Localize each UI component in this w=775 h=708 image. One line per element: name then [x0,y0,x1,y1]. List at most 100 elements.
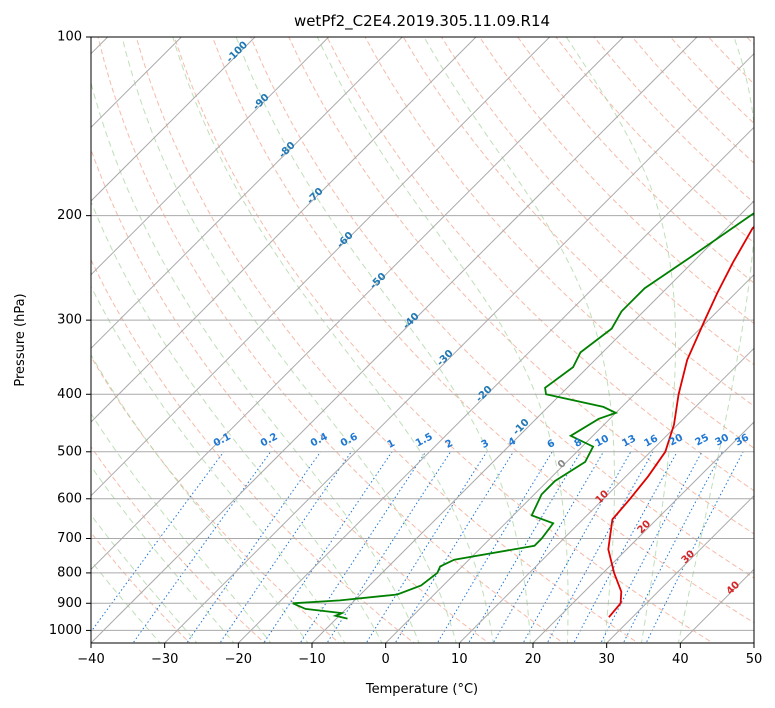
mixing-ratio-label: 16 [643,433,660,449]
dry-adiabat [364,37,754,449]
dry-adiabat-label: -60 [335,230,356,251]
mixing-ratio-label: 0.4 [309,431,330,449]
mixing-ratio-line [186,451,322,643]
mixing-ratio-line [326,451,452,643]
moist-adiabat [91,80,420,643]
dry-adiabat [517,37,754,284]
isotherm-gridline [458,347,754,643]
y-axis: 100 200 300 400 500 600 700 800 900 1000 [49,30,91,638]
y-axis-label: Pressure (hPa) [13,293,28,386]
dry-adiabat [91,355,340,643]
isotherm-gridline [311,200,754,643]
x-tick-label: 40 [672,652,689,667]
dewpoint-line [292,212,754,620]
x-tick-label: 20 [525,652,542,667]
mixing-ratio-line [365,451,488,643]
dry-adiabat-label: -100 [225,40,251,66]
dry-adiabat [288,37,754,535]
x-tick-label: 30 [598,652,615,667]
isotherm-gridline [606,494,754,643]
x-tick-label: −30 [151,652,178,667]
dry-adiabat [135,37,639,643]
moist-adiabat [91,514,198,643]
chart-title: wetPf2_C2E4.2019.305.11.09.R14 [294,12,550,31]
dry-adiabat-label: -30 [435,348,456,369]
line-labels: -100-90-80-70-60-50-40-30-20-10010203040… [212,40,751,598]
isotherm-gridline [91,37,330,276]
dry-adiabat-label: 40 [725,580,743,598]
moist-adiabat [423,37,615,643]
moist-adiabat [91,465,235,643]
x-axis-label: Temperature (°C) [365,682,478,697]
temperature-line [607,225,754,618]
moist-adiabat [91,200,383,643]
isotherm-gridline [91,37,698,643]
dry-adiabat [91,148,490,643]
mixing-ratio-label: 10 [594,433,611,449]
dry-adiabat-label: -40 [401,311,422,332]
mixing-ratio-label: 30 [714,432,731,448]
mixing-ratio-line [91,451,225,633]
gridlines [91,37,754,643]
y-tick-label: 500 [57,444,82,459]
isotherm-gridline [164,52,754,643]
dry-adiabat-label: -90 [251,92,272,113]
mixing-ratio-label: 36 [734,432,751,448]
isotherm-gridline [532,421,754,643]
isotherm-gridline [679,568,754,643]
dry-adiabat-label: -80 [277,140,298,161]
mixing-ratio-label: 3 [480,438,491,451]
dry-adiabat [479,37,754,325]
mixing-ratio-label: 8 [573,437,584,450]
x-tick-label: 10 [451,652,468,667]
x-tick-label: −40 [77,652,104,667]
x-tick-label: 0 [382,652,390,667]
y-tick-label: 300 [57,313,82,328]
mixing-ratio-label: 4 [507,436,518,449]
moist-adiabat [172,37,494,643]
mixing-ratio-label: 1 [386,438,397,451]
y-tick-label: 400 [57,387,82,402]
isotherm-gridline [237,126,754,643]
mixing-ratio-line [573,451,678,643]
dry-adiabat-label: 30 [680,549,698,567]
dry-adiabat-label: -20 [474,384,495,405]
dry-adiabat [173,37,714,643]
isotherm-gridline [91,37,551,497]
x-tick-label: 50 [746,652,763,667]
mixing-ratio-label: 25 [694,432,711,448]
dry-adiabat [555,37,754,244]
isotherm-gridline [91,37,403,350]
data-series [292,212,754,620]
mixing-ratio-label: 2 [444,438,455,451]
mixing-ratio-label: 0.2 [259,431,280,449]
mixing-ratio-line [299,451,427,643]
mixing-ratio-line [219,451,352,643]
y-tick-label: 900 [57,596,82,611]
mixing-ratio-line [645,451,744,643]
mixing-ratio-label: 6 [546,438,557,451]
dry-adiabat-label: 0 [556,458,569,471]
y-tick-label: 700 [57,531,82,546]
isotherm-gridline [91,37,477,423]
background-lines [91,37,754,643]
y-tick-label: 200 [57,208,82,223]
dry-adiabat [708,37,754,85]
x-axis: −40 −30 −20 −10 0 10 20 30 40 50 [77,643,762,667]
dry-adiabat [91,445,266,643]
mixing-ratio-line [263,451,393,643]
isotherm-gridline [91,37,624,571]
x-tick-label: −10 [298,652,325,667]
dry-adiabat [97,37,565,643]
x-tick-label: −20 [225,652,252,667]
mixing-ratio-label: 1.5 [414,431,435,449]
dry-adiabat [326,37,754,492]
mixing-ratio-label: 13 [621,433,638,449]
moist-adiabat [316,37,569,643]
mixing-ratio-line [600,451,703,643]
plot-frame [90,36,755,644]
y-tick-label: 1000 [49,623,82,638]
moist-adiabat [91,412,272,643]
mixing-ratio-line [467,451,582,643]
